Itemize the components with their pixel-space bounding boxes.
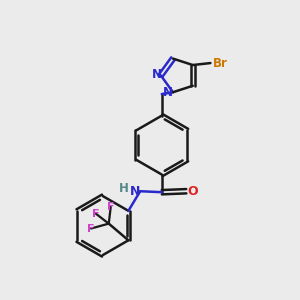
Text: N: N (130, 185, 140, 198)
Text: F: F (87, 224, 95, 233)
Text: H: H (119, 182, 129, 195)
Text: F: F (92, 209, 100, 219)
Text: Br: Br (213, 57, 228, 70)
Text: F: F (107, 202, 115, 212)
Text: N: N (152, 68, 161, 81)
Text: O: O (188, 185, 199, 198)
Text: N: N (163, 86, 172, 99)
